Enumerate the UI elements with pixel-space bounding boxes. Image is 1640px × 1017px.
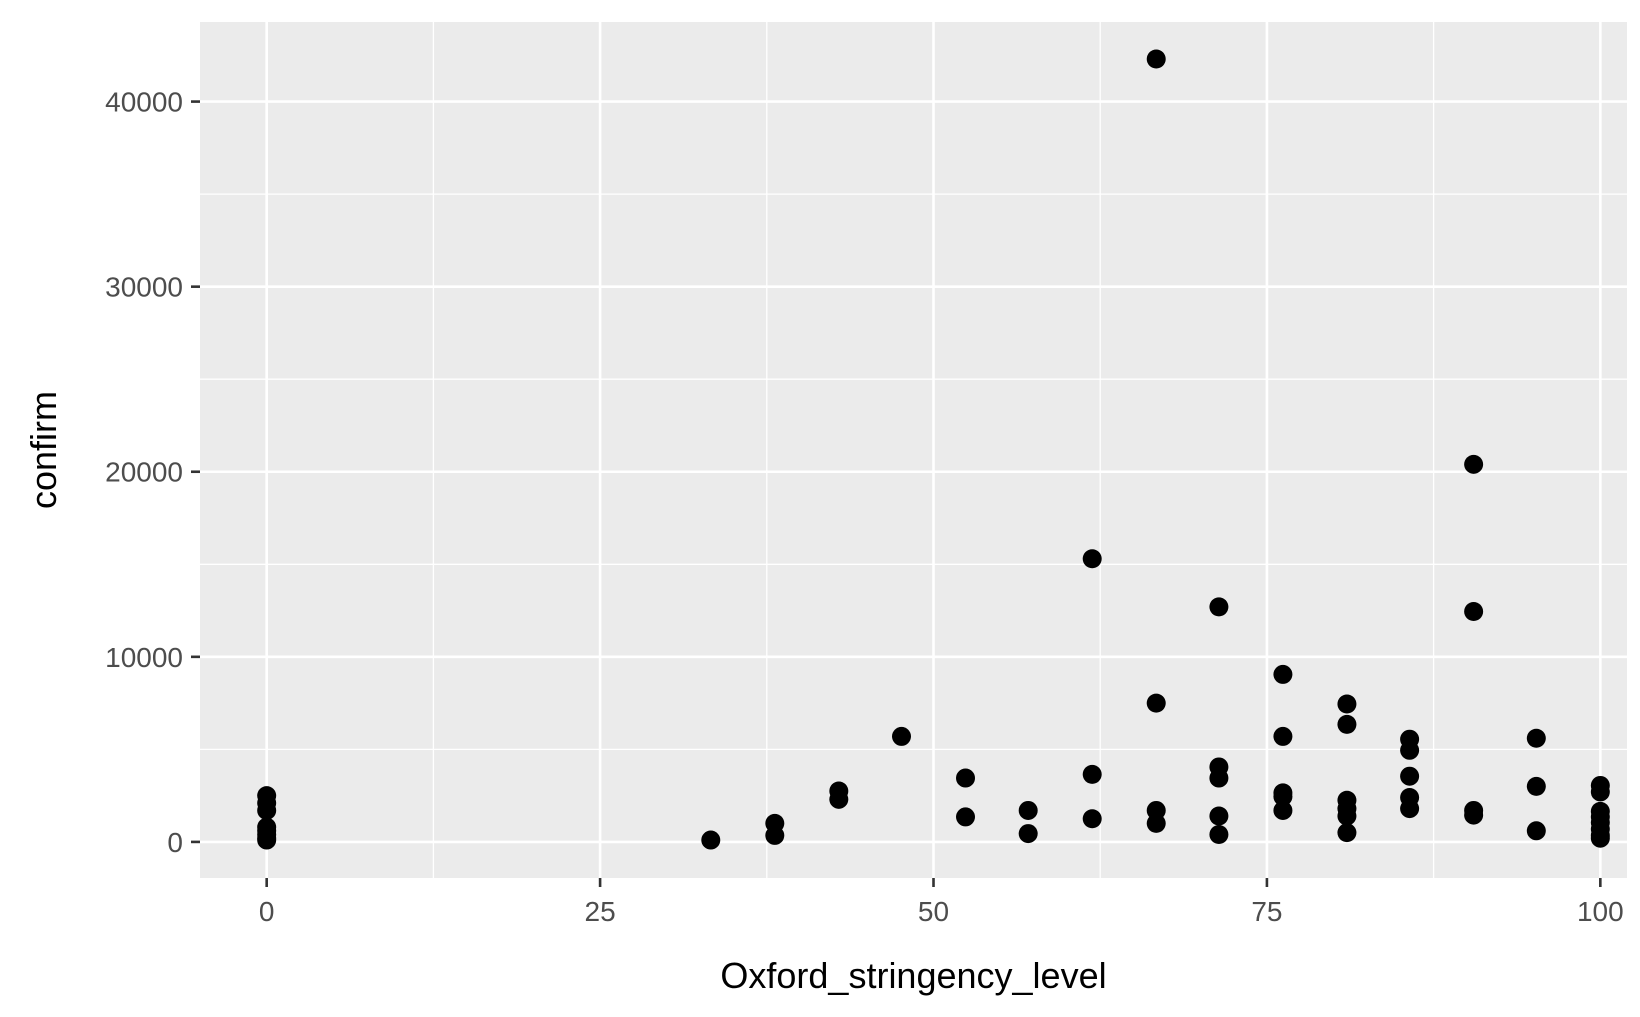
scatter-point <box>701 830 721 850</box>
y-tick-label: 40000 <box>105 87 183 118</box>
scatter-point <box>1209 768 1229 788</box>
scatter-point <box>1146 693 1166 713</box>
scatter-point <box>1018 824 1038 844</box>
scatter-point <box>1464 805 1484 825</box>
x-tick-label: 0 <box>259 896 275 927</box>
scatter-point <box>1082 549 1102 569</box>
scatter-point <box>1464 454 1484 474</box>
scatter-point <box>1209 806 1229 826</box>
scatter-point <box>1590 828 1610 848</box>
scatter-point <box>1146 49 1166 69</box>
scatter-point <box>1337 714 1357 734</box>
x-tick-label: 50 <box>918 896 949 927</box>
scatter-point <box>1273 800 1293 820</box>
scatter-point <box>257 800 277 820</box>
y-tick-label: 30000 <box>105 272 183 303</box>
y-tick-label: 20000 <box>105 457 183 488</box>
scatter-point <box>1337 694 1357 714</box>
scatter-point <box>956 768 976 788</box>
gridlines <box>200 22 1627 878</box>
scatter-point <box>891 726 911 746</box>
scatter-point <box>1400 740 1420 760</box>
y-tick-label: 0 <box>167 827 183 858</box>
axes: 0 25 50 75 100 0 10000 20000 30000 40000 <box>105 87 1624 927</box>
scatter-point <box>1526 776 1546 796</box>
scatter-point <box>1337 823 1357 843</box>
scatter-point <box>1146 813 1166 833</box>
scatter-point <box>1590 782 1610 802</box>
data-points <box>257 49 1610 850</box>
y-axis-title: confirm <box>23 391 64 509</box>
scatter-point <box>1209 825 1229 845</box>
scatter-point <box>956 807 976 827</box>
scatter-point <box>1082 809 1102 829</box>
scatter-point <box>257 830 277 850</box>
y-tick-label: 10000 <box>105 642 183 673</box>
scatter-point <box>1526 821 1546 841</box>
scatter-point <box>1209 597 1229 617</box>
scatter-point <box>1082 764 1102 784</box>
scatter-point <box>829 789 849 809</box>
scatter-point <box>1273 787 1293 807</box>
x-tick-label: 75 <box>1251 896 1282 927</box>
scatter-point <box>1526 728 1546 748</box>
x-tick-label: 100 <box>1577 896 1624 927</box>
scatter-point <box>1337 806 1357 826</box>
scatter-point <box>765 825 785 845</box>
x-tick-label: 25 <box>585 896 616 927</box>
scatter-point <box>1464 601 1484 621</box>
scatter-point <box>1400 766 1420 786</box>
scatter-point <box>1018 800 1038 820</box>
scatter-point <box>1273 664 1293 684</box>
scatter-point <box>1400 799 1420 819</box>
plot-panel <box>200 22 1627 878</box>
scatter-point <box>1273 726 1293 746</box>
x-axis-title: Oxford_stringency_level <box>720 955 1106 996</box>
